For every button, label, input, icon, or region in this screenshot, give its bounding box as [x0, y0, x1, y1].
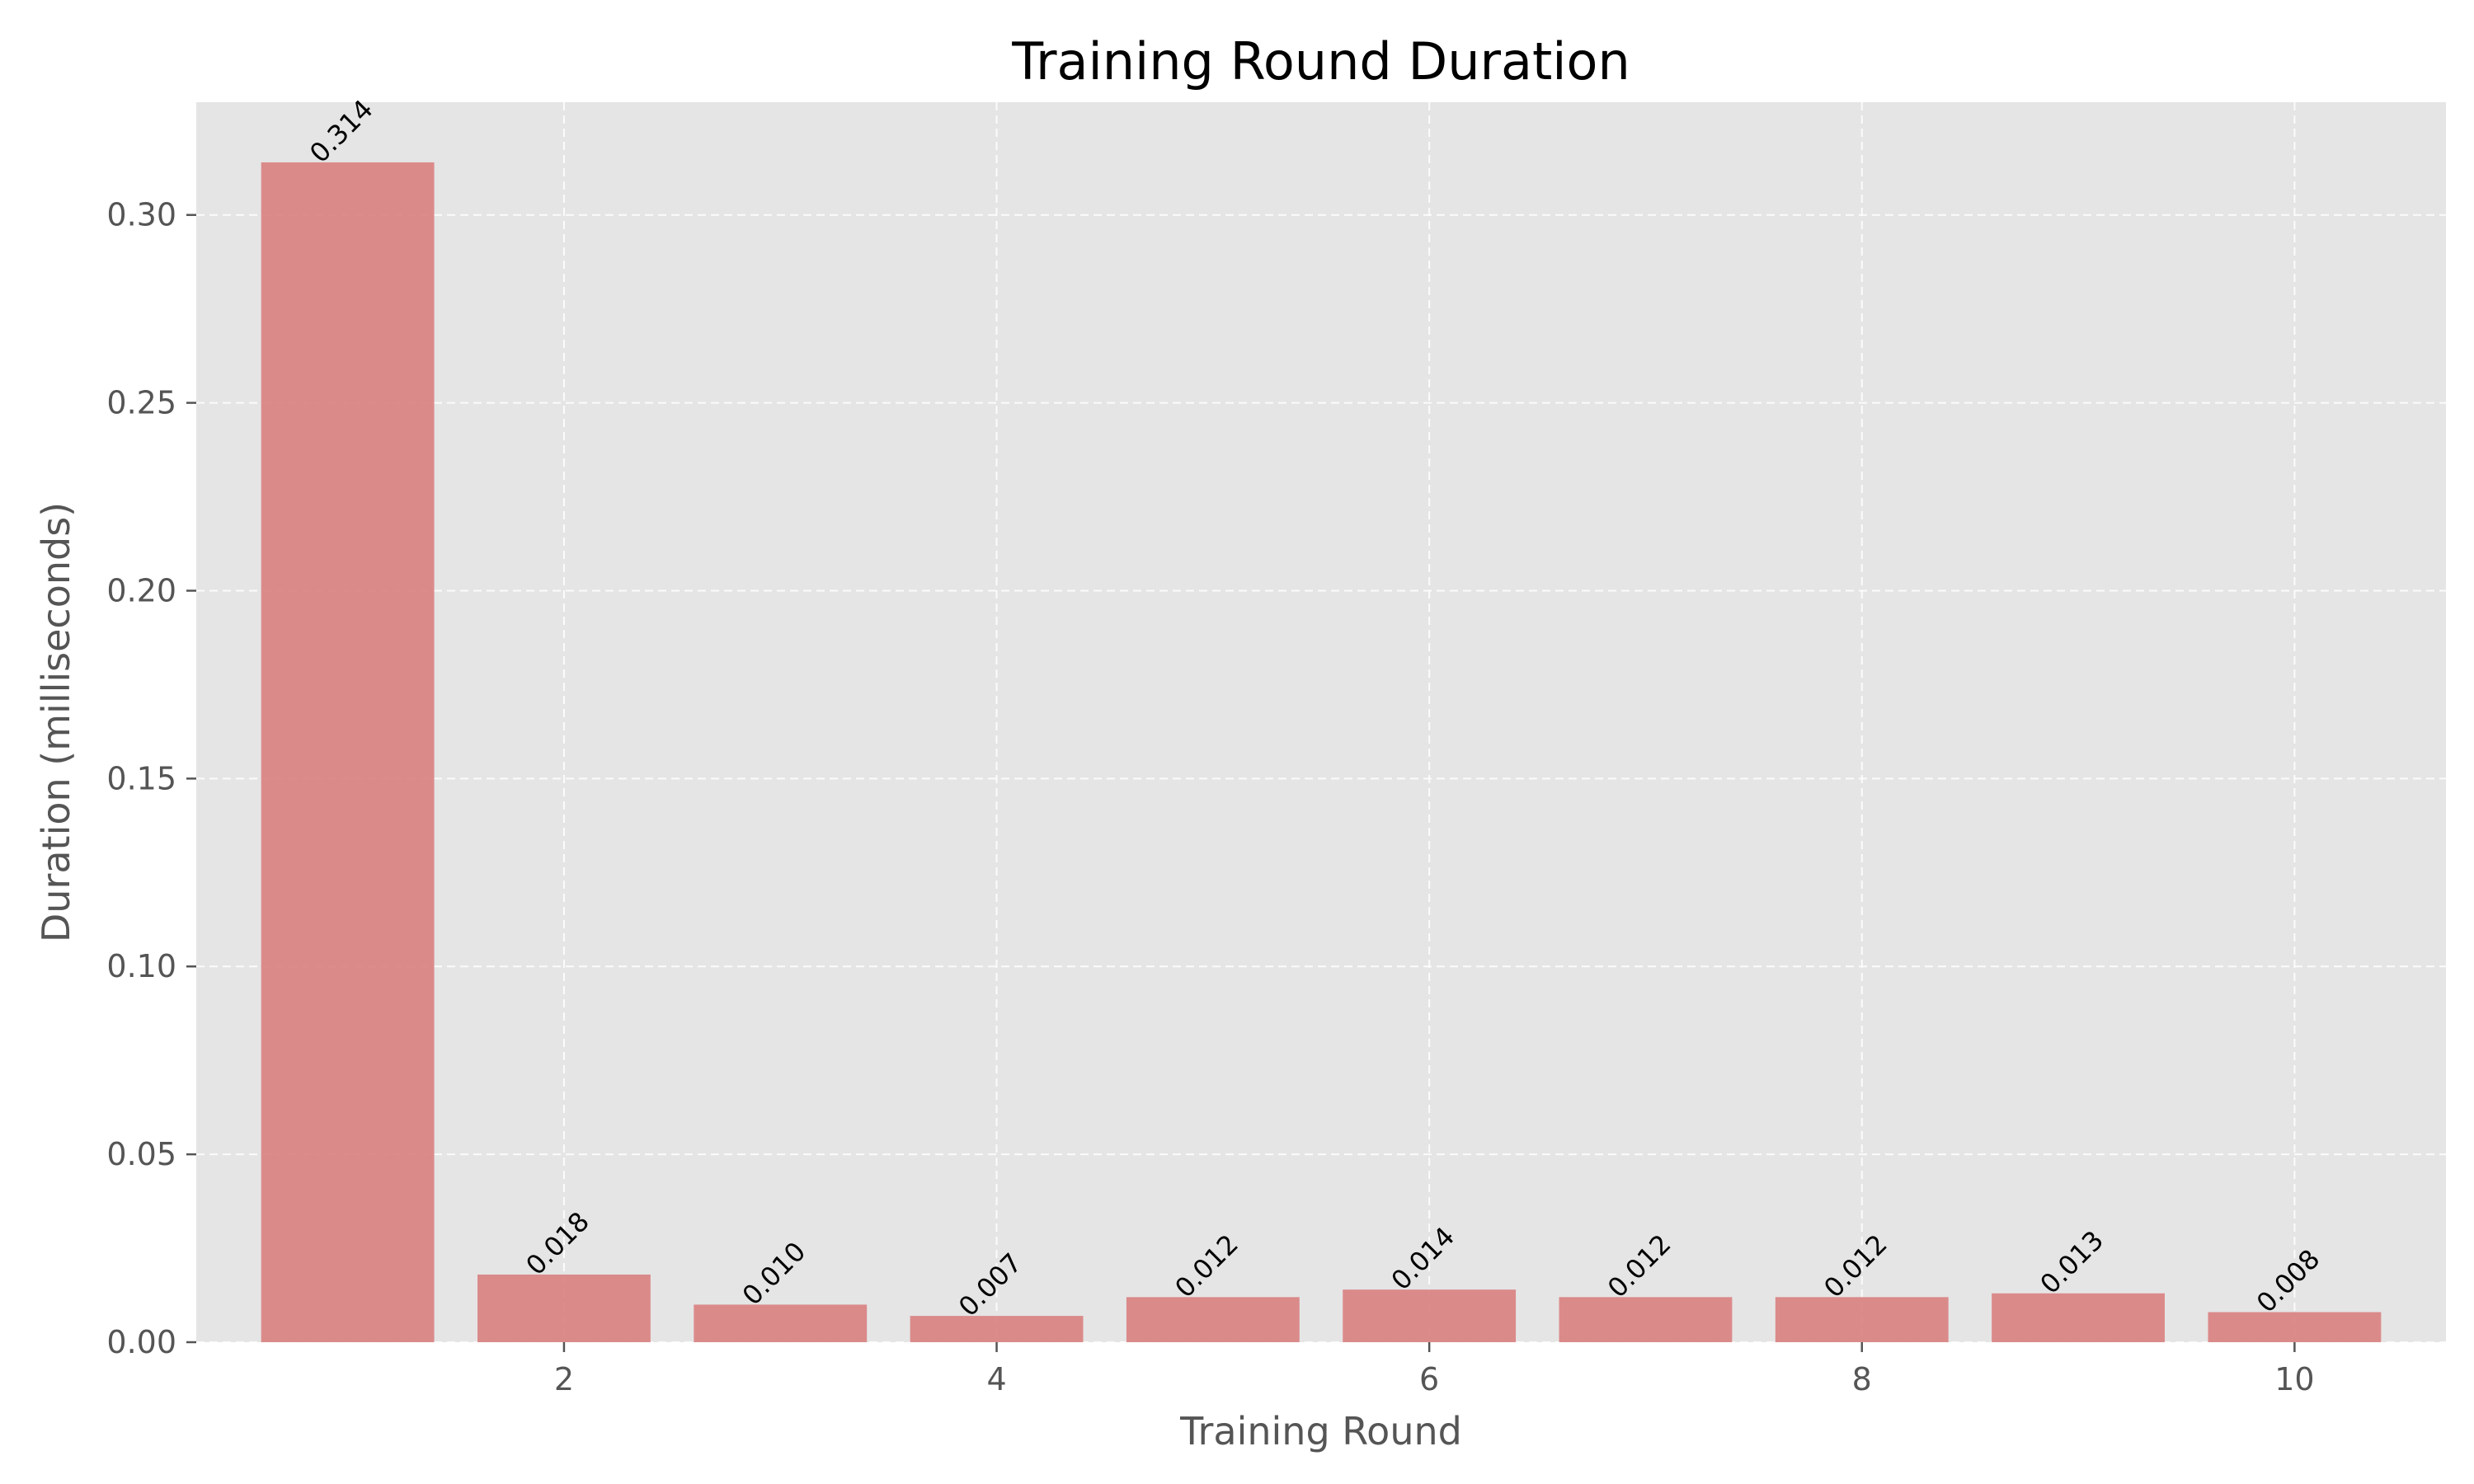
bar — [1343, 1289, 1517, 1342]
y-tick-label: 0.20 — [106, 572, 176, 608]
x-axis-ticks: 2 4 6 8 10 — [554, 1342, 2315, 1397]
chart-title: Training Round Duration — [1011, 31, 1630, 92]
bar — [1992, 1293, 2165, 1342]
x-tick-label: 2 — [554, 1361, 574, 1397]
y-axis-ticks: 0.00 0.05 0.10 0.15 0.20 0.25 0.30 — [106, 197, 196, 1360]
y-tick-label: 0.30 — [106, 197, 176, 233]
bars — [261, 162, 2382, 1342]
x-axis-label: Training Round — [1179, 1409, 1462, 1453]
y-tick-label: 0.10 — [106, 948, 176, 984]
bar — [2208, 1312, 2382, 1342]
bar — [694, 1304, 868, 1342]
y-tick-label: 0.15 — [106, 760, 176, 796]
bar — [477, 1274, 651, 1342]
plot-background — [196, 102, 2446, 1342]
bar — [261, 162, 435, 1342]
bar — [1559, 1297, 1733, 1342]
bar — [910, 1316, 1084, 1342]
x-tick-label: 10 — [2274, 1361, 2314, 1397]
y-tick-label: 0.25 — [106, 385, 176, 421]
y-tick-label: 0.00 — [106, 1324, 176, 1360]
grid-lines — [196, 102, 2446, 1343]
bar — [1775, 1297, 1949, 1342]
x-tick-label: 6 — [1419, 1361, 1439, 1397]
y-axis-label: Duration (milliseconds) — [34, 502, 78, 942]
y-tick-label: 0.05 — [106, 1136, 176, 1172]
x-tick-label: 8 — [1852, 1361, 1872, 1397]
bar — [1126, 1297, 1300, 1342]
x-tick-label: 4 — [986, 1361, 1006, 1397]
